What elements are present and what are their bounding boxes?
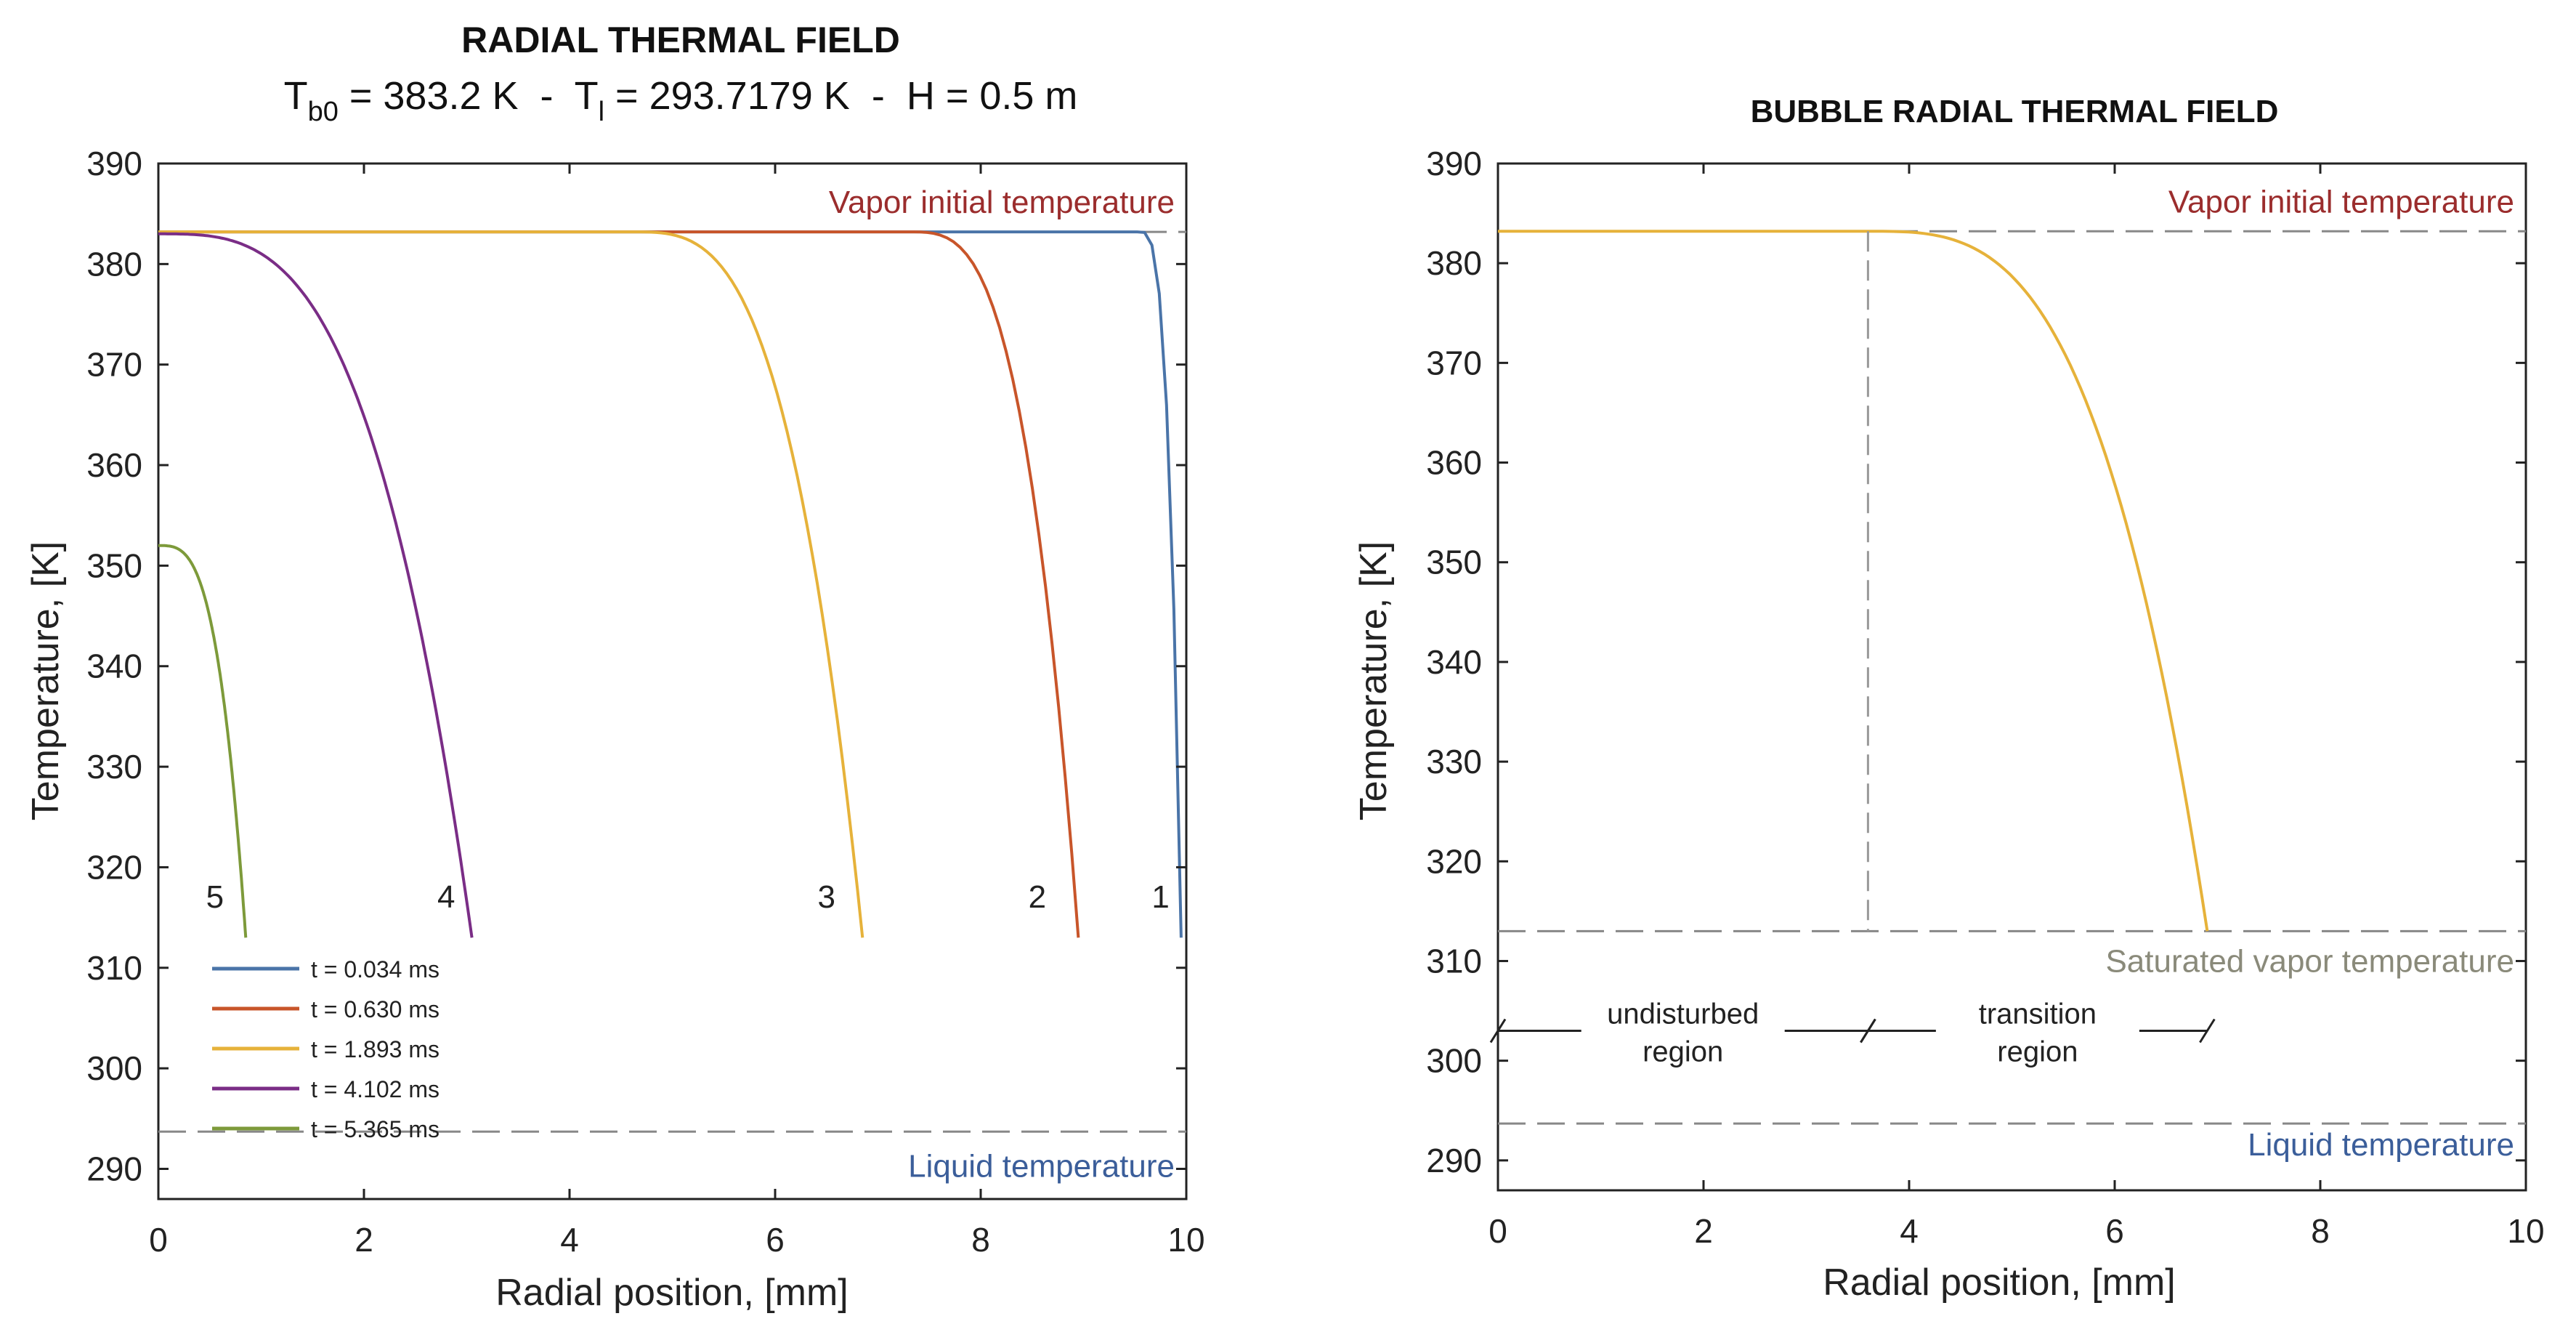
right-y-tick-label: 390: [1426, 145, 1482, 182]
left-y-tick-label: 320: [86, 848, 142, 886]
right-series: [1498, 230, 2209, 932]
right-reference-label: Liquid temperature: [2248, 1127, 2514, 1163]
right-x-axis-label: Radial position, [mm]: [1823, 1262, 2176, 1304]
left-x-tick-label: 4: [560, 1221, 579, 1259]
left-curve-number: 5: [206, 879, 224, 915]
region-label-line1: undisturbed: [1607, 998, 1759, 1030]
right-y-tick-label: 300: [1426, 1042, 1482, 1080]
left-chart: RADIAL THERMAL FIELD Tb0 = 383.2 K - Tl …: [25, 20, 1205, 1314]
right-chart: BUBBLE RADIAL THERMAL FIELD Vapor initia…: [1353, 94, 2545, 1304]
left-series-line: [158, 230, 1080, 938]
legend-entry: t = 4.102 ms: [311, 1076, 440, 1102]
left-plot-frame: [157, 162, 1188, 1200]
left-curve-labels: 1 2 3 4 5: [206, 879, 1170, 915]
right-plot-frame: [1496, 162, 2527, 1192]
right-x-tick-label: 8: [2311, 1212, 2330, 1250]
left-y-tick-label: 390: [86, 145, 142, 182]
region-break-mark: [1489, 1018, 1507, 1044]
region-label-line2: region: [1643, 1036, 1723, 1068]
left-y-axis-label: Temperature, [K]: [25, 541, 67, 820]
left-y-tick-label: 290: [86, 1150, 142, 1187]
right-chart-title: BUBBLE RADIAL THERMAL FIELD: [1751, 94, 2279, 129]
left-y-tick-label: 340: [86, 647, 142, 685]
right-y-tick-label: 340: [1426, 643, 1482, 681]
left-y-tick-label: 350: [86, 546, 142, 584]
right-reference-label: Vapor initial temperature: [2168, 184, 2514, 219]
subtitle-sep2: -: [850, 74, 907, 118]
left-series-line: [158, 544, 248, 938]
legend-entry: t = 0.034 ms: [311, 956, 440, 982]
left-series-line: [158, 232, 474, 938]
left-x-tick-label: 2: [355, 1221, 373, 1259]
legend-entry: t = 0.630 ms: [311, 996, 440, 1022]
left-series-line: [158, 230, 1183, 938]
legend-entry: t = 1.893 ms: [311, 1036, 440, 1062]
right-y-ticks: 290 300 310 320 330 340 350 360 370 380 390: [1426, 145, 2526, 1179]
right-x-tick-label: 6: [2105, 1212, 2124, 1250]
right-x-tick-label: 10: [2507, 1212, 2544, 1250]
right-y-tick-label: 360: [1426, 444, 1482, 482]
left-x-axis-label: Radial position, [mm]: [495, 1272, 848, 1314]
region-label-line1: transition: [1979, 998, 2097, 1030]
left-x-tick-label: 0: [149, 1221, 168, 1259]
left-chart-title: RADIAL THERMAL FIELD: [461, 20, 900, 60]
right-y-tick-label: 310: [1426, 942, 1482, 980]
subtitle-h: H = 0.5 m: [907, 74, 1078, 118]
left-curve-number: 3: [818, 879, 835, 915]
left-x-tick-label: 8: [971, 1221, 990, 1259]
left-chart-subtitle: Tb0 = 383.2 K - Tl = 293.7179 K - H = 0.…: [284, 74, 1078, 127]
right-y-tick-label: 350: [1426, 544, 1482, 581]
left-curve-number: 4: [437, 879, 455, 915]
left-y-ticks: 290 300 310 320 330 340 350 360 370 380 390: [86, 145, 1186, 1187]
right-y-tick-label: 380: [1426, 244, 1482, 282]
subtitle-tl-label: T: [575, 74, 599, 118]
left-y-tick-label: 360: [86, 446, 142, 484]
legend-entry: t = 5.365 ms: [311, 1116, 440, 1142]
subtitle-tb0-value: = 383.2 K: [339, 74, 519, 118]
left-series: [158, 230, 1183, 938]
left-y-tick-label: 380: [86, 245, 142, 283]
left-curve-number: 1: [1151, 879, 1169, 915]
subtitle-tb0-sub: b0: [308, 97, 339, 127]
right-y-tick-label: 290: [1426, 1142, 1482, 1179]
right-series-line: [1498, 230, 2209, 932]
left-y-tick-label: 300: [86, 1049, 142, 1087]
right-y-tick-label: 370: [1426, 344, 1482, 382]
right-region-annotations: undisturbed region transition region: [1489, 998, 2216, 1068]
left-x-tick-label: 10: [1167, 1221, 1204, 1259]
subtitle-tl-value: = 293.7179 K: [604, 74, 850, 118]
left-x-tick-label: 6: [766, 1221, 785, 1259]
region-break-mark: [1860, 1018, 1876, 1044]
left-x-ticks: 0 2 4 6 8 10: [149, 164, 1205, 1259]
right-y-axis-label: Temperature, [K]: [1353, 541, 1395, 820]
region-label-line2: region: [1997, 1036, 2078, 1068]
right-y-tick-label: 320: [1426, 842, 1482, 880]
right-x-ticks: 0 2 4 6 8 10: [1489, 164, 2545, 1250]
left-y-tick-label: 330: [86, 748, 142, 786]
left-y-tick-label: 310: [86, 949, 142, 987]
left-curve-number: 2: [1029, 879, 1046, 915]
region-break-mark: [2199, 1018, 2216, 1044]
left-y-tick-label: 370: [86, 346, 142, 384]
right-x-tick-label: 4: [1900, 1212, 1919, 1250]
subtitle-tb0-label: T: [284, 74, 308, 118]
subtitle-tl-sub: l: [599, 97, 604, 127]
right-reference-label: Saturated vapor temperature: [2105, 943, 2514, 979]
left-series-line: [158, 230, 864, 938]
right-reference-lines: Vapor initial temperature Saturated vapor…: [1498, 184, 2526, 1163]
left-reference-lines: Vapor initial temperature Liquid temperat…: [158, 185, 1186, 1184]
left-reference-label: Vapor initial temperature: [829, 185, 1175, 220]
left-reference-label: Liquid temperature: [908, 1148, 1175, 1184]
right-y-tick-label: 330: [1426, 743, 1482, 780]
right-x-tick-label: 0: [1489, 1212, 1507, 1250]
subtitle-sep1: -: [519, 74, 575, 118]
right-x-tick-label: 2: [1694, 1212, 1713, 1250]
left-legend: t = 0.034 ms t = 0.630 ms t = 1.893 ms t = …: [212, 956, 440, 1142]
